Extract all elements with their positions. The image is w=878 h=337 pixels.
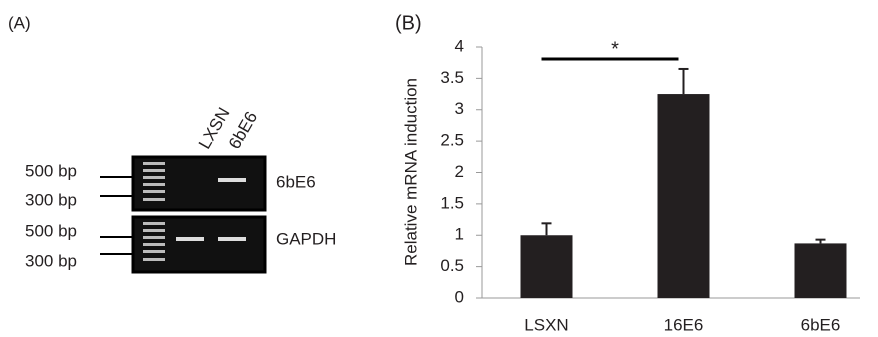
band — [218, 178, 246, 182]
y-tick-label: 3.5 — [440, 68, 464, 87]
figure: (A) LXSN 6bE6 500 bp 300 bp 500 bp 300 b… — [0, 0, 878, 337]
y-tick-label: 1.5 — [440, 193, 464, 212]
gene-label: 6bE6 — [276, 172, 316, 191]
marker-label: 500 bp — [25, 161, 77, 180]
marker-label: 500 bp — [25, 221, 77, 240]
y-tick-label: 2.5 — [440, 131, 464, 150]
bar — [795, 243, 847, 298]
y-tick-label: 0 — [455, 287, 464, 306]
error-bar — [679, 69, 689, 94]
marker-lines — [100, 177, 133, 254]
y-tick-label: 1 — [455, 225, 464, 244]
significance-label: * — [611, 38, 619, 60]
gene-label: GAPDH — [276, 229, 336, 248]
band — [176, 237, 204, 241]
panel-label: (A) — [8, 13, 31, 32]
page: (A) LXSN 6bE6 500 bp 300 bp 500 bp 300 b… — [0, 0, 878, 337]
x-tick-label: 16E6 — [664, 315, 704, 334]
y-tick-label: 4 — [455, 36, 464, 55]
error-bar — [816, 240, 826, 244]
y-tick-label: 2 — [455, 162, 464, 181]
chart-title: (B) — [395, 12, 422, 34]
y-tick-label: 3 — [455, 99, 464, 118]
band — [218, 237, 246, 241]
x-tick-label: LSXN — [524, 315, 568, 334]
bar — [521, 235, 573, 298]
y-axis-label: Relative mRNA induction — [401, 78, 420, 266]
bar — [658, 94, 710, 298]
y-tick-label: 0.5 — [440, 256, 464, 275]
marker-label: 300 bp — [25, 190, 77, 209]
gel — [133, 157, 265, 272]
error-bar — [542, 223, 552, 235]
x-tick-label: 6bE6 — [801, 315, 841, 334]
marker-label: 300 bp — [25, 251, 77, 270]
